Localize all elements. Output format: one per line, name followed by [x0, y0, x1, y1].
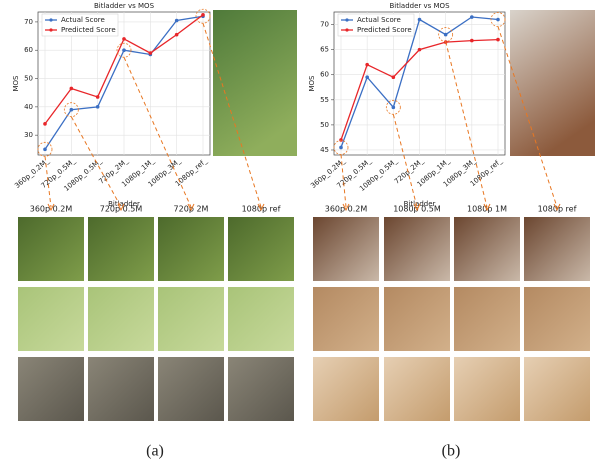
data-point: [43, 122, 47, 126]
image-crop: [18, 357, 84, 421]
image-crop: [228, 287, 294, 351]
image-crop: [384, 287, 450, 351]
image-crop: [454, 357, 520, 421]
image-crop: [524, 357, 590, 421]
image-crop: [158, 357, 224, 421]
highlight-arrow: [71, 117, 121, 207]
image-crop: [524, 287, 590, 351]
y-tick-label: 40: [24, 103, 33, 111]
image-crop: [18, 217, 84, 281]
legend-label: Actual Score: [357, 16, 401, 24]
data-point: [175, 19, 179, 23]
chart-title: Bitladder vs MOS: [389, 2, 450, 10]
data-point: [96, 105, 100, 109]
image-crop: [228, 357, 294, 421]
image-crop: [454, 217, 520, 281]
data-point: [418, 18, 422, 22]
y-tick-label: 50: [320, 121, 329, 129]
legend-marker: [345, 28, 348, 31]
data-point: [365, 75, 369, 79]
image-crop: [524, 217, 590, 281]
data-point: [392, 75, 396, 79]
image-crop: [18, 287, 84, 351]
y-tick-label: 45: [320, 146, 329, 154]
caption: (a): [146, 443, 164, 460]
data-point: [70, 87, 74, 91]
data-point: [470, 39, 474, 43]
y-tick-label: 30: [24, 131, 33, 139]
image-crop: [384, 217, 450, 281]
legend-label: Predicted Score: [357, 26, 412, 34]
data-point: [496, 18, 500, 22]
image-crop: [228, 217, 294, 281]
y-tick-label: 50: [24, 75, 33, 83]
y-tick-label: 70: [320, 21, 329, 29]
data-point: [201, 13, 205, 17]
chart-title: Bitladder vs MOS: [94, 2, 155, 10]
legend-label: Predicted Score: [61, 26, 116, 34]
legend-label: Actual Score: [61, 16, 105, 24]
legend-marker: [49, 28, 52, 31]
image-crop: [313, 287, 379, 351]
scene-photo: [213, 10, 297, 156]
image-crop: [158, 287, 224, 351]
data-point: [339, 146, 343, 150]
image-crop: [88, 287, 154, 351]
y-tick-label: 60: [24, 46, 33, 54]
image-crop: [454, 287, 520, 351]
data-point: [96, 95, 100, 99]
data-point: [365, 63, 369, 67]
data-point: [70, 108, 74, 112]
image-crop: [313, 357, 379, 421]
data-point: [392, 106, 396, 110]
scene-photo: [510, 10, 595, 156]
data-point: [496, 38, 500, 42]
caption: (b): [442, 443, 461, 460]
image-crop: [158, 217, 224, 281]
data-point: [339, 138, 343, 142]
data-point: [470, 15, 474, 19]
y-axis-label: MOS: [308, 75, 316, 92]
data-point: [418, 48, 422, 52]
data-point: [175, 33, 179, 37]
legend-marker: [49, 18, 52, 21]
highlight-arrow: [124, 57, 191, 207]
y-tick-label: 70: [24, 18, 33, 26]
data-point: [122, 48, 126, 52]
data-point: [122, 37, 126, 41]
y-tick-label: 65: [320, 46, 329, 54]
image-crop: [88, 217, 154, 281]
image-crop: [384, 357, 450, 421]
data-point: [444, 33, 448, 37]
data-point: [43, 148, 47, 152]
y-axis-label: MOS: [12, 75, 20, 92]
y-tick-label: 55: [320, 96, 329, 104]
y-tick-label: 60: [320, 71, 329, 79]
image-crop: [88, 357, 154, 421]
legend-marker: [345, 18, 348, 21]
image-crop: [313, 217, 379, 281]
figure: (a) (b) Bitladder vs MOSMOS3040506070360…: [0, 0, 595, 469]
data-point: [149, 51, 153, 55]
